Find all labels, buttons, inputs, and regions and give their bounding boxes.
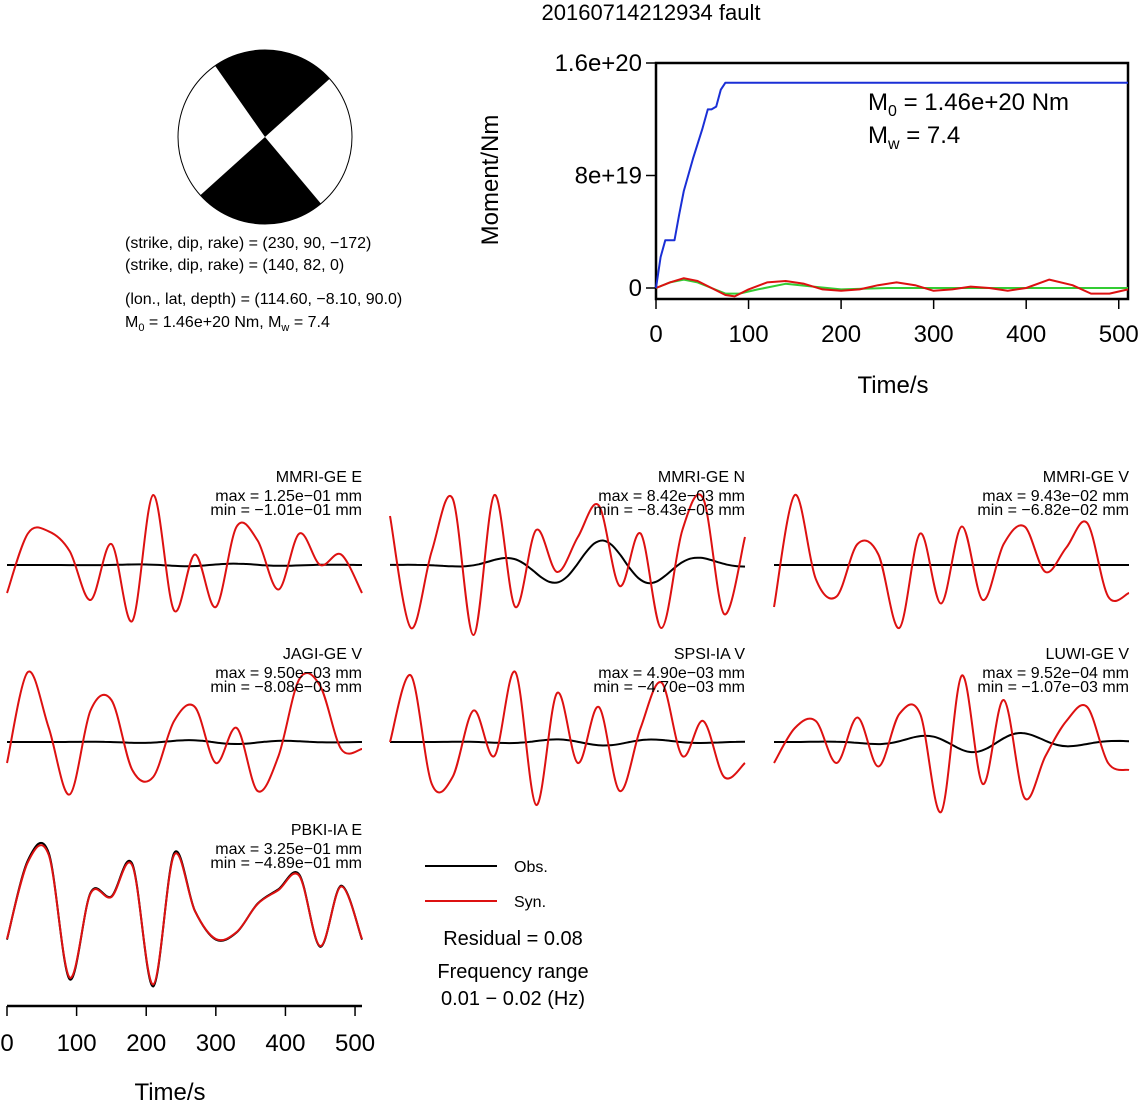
station-label: MMRI-GE E xyxy=(276,469,362,486)
waveform-xlabel: Time/s xyxy=(134,1079,205,1104)
station-label: LUWI-GE V xyxy=(1045,646,1129,663)
synthetic-trace xyxy=(773,674,1130,814)
station-label: MMRI-GE V xyxy=(1043,469,1130,486)
trace-min-label: min = −1.01e−01 mm xyxy=(210,502,362,519)
synthetic-trace xyxy=(389,493,746,637)
trace-min-label: min = −8.43e−03 mm xyxy=(593,502,745,519)
trace-min-label: min = −8.08e−03 mm xyxy=(210,679,362,696)
frequency-title: Frequency range xyxy=(437,961,588,983)
moment-xtick-label: 200 xyxy=(821,321,861,348)
waveform-xtick-label: 500 xyxy=(335,1030,375,1057)
moment-xtick-label: 100 xyxy=(729,321,769,348)
moment-ytick-label: 1.6e+20 xyxy=(555,50,642,77)
moment-ytick-label: 0 xyxy=(629,275,642,302)
moment-xlabel: Time/s xyxy=(857,372,928,399)
waveform-xtick-label: 0 xyxy=(0,1030,13,1057)
station-label: MMRI-GE N xyxy=(658,469,745,486)
moment-xtick-label: 500 xyxy=(1099,321,1139,348)
station-label: SPSI-IA V xyxy=(674,646,745,663)
moment-curve-red xyxy=(655,277,1129,298)
waveform-xtick-label: 100 xyxy=(57,1030,97,1057)
observed-trace xyxy=(389,738,746,747)
moment-plot: 08e+191.6e+200 100 200 300 400 500 Moment/Nm … xyxy=(477,50,1139,399)
trace-max-label: max = 9.52e−04 mm xyxy=(982,665,1129,682)
legend: Obs. Syn. Residual = 0.08 Frequency rang… xyxy=(425,859,589,1010)
beachball-compressional-north xyxy=(215,49,330,137)
moment-curve-total xyxy=(655,81,1128,289)
moment-plot-frame xyxy=(654,61,1130,301)
moment-ytick-label: 8e+19 xyxy=(575,163,642,190)
nodal-plane-2-text: (strike, dip, rake) = (140, 82, 0) xyxy=(125,257,344,274)
moment-mw-label: Mw = 7.4 xyxy=(868,122,960,153)
waveform-xtick-label: 200 xyxy=(126,1030,166,1057)
station-label: PBKI-IA E xyxy=(291,822,362,839)
trace-max-label: max = 9.43e−02 mm xyxy=(982,488,1129,505)
trace-max-label: max = 4.90e−03 mm xyxy=(598,665,745,682)
waveform-xtick-label: 300 xyxy=(196,1030,236,1057)
moment-xtick-label: 300 xyxy=(914,321,954,348)
figure-title: 20160714212934 fault xyxy=(542,0,761,25)
synthetic-trace xyxy=(389,670,746,807)
trace-max-label: max = 9.50e−03 mm xyxy=(215,665,362,682)
moment-m0-label: M0 = 1.46e+20 Nm xyxy=(868,89,1069,120)
synthetic-trace xyxy=(6,670,363,796)
waveform-time-axis: 0 100 200 300 400 500 xyxy=(0,1004,375,1057)
trace-max-label: max = 8.42e−03 mm xyxy=(598,488,745,505)
moment-magnitude-text: M0 = 1.46e+20 Nm, Mw = 7.4 xyxy=(125,314,330,334)
observed-trace xyxy=(6,562,363,568)
residual-text: Residual = 0.08 xyxy=(443,928,583,950)
observed-trace xyxy=(6,739,363,746)
trace-min-label: min = −1.07e−03 mm xyxy=(977,679,1129,696)
legend-syn-label: Syn. xyxy=(514,894,546,911)
location-text: (lon., lat, depth) = (114.60, −8.10, 90.… xyxy=(125,291,402,308)
beachball xyxy=(177,49,353,225)
trace-min-label: min = −6.82e−02 mm xyxy=(977,502,1129,519)
synthetic-trace xyxy=(773,493,1130,630)
trace-max-label: max = 1.25e−01 mm xyxy=(215,488,362,505)
moment-ylabel: Moment/Nm xyxy=(477,115,504,246)
synthetic-trace xyxy=(6,493,363,623)
legend-obs-label: Obs. xyxy=(514,859,548,876)
frequency-range: 0.01 − 0.02 (Hz) xyxy=(441,988,585,1010)
beachball-compressional-south xyxy=(200,137,321,224)
trace-max-label: max = 3.25e−01 mm xyxy=(215,841,362,858)
trace-min-label: min = −4.70e−03 mm xyxy=(593,679,745,696)
nodal-plane-1-text: (strike, dip, rake) = (230, 90, −172) xyxy=(125,235,371,252)
waveform-xtick-label: 400 xyxy=(265,1030,305,1057)
synthetic-trace xyxy=(6,844,363,986)
station-label: JAGI-GE V xyxy=(283,646,362,663)
trace-min-label: min = −4.89e−01 mm xyxy=(210,855,362,872)
observed-trace xyxy=(390,539,746,585)
moment-xtick-label: 400 xyxy=(1006,321,1046,348)
moment-xtick-label: 0 xyxy=(649,321,662,348)
